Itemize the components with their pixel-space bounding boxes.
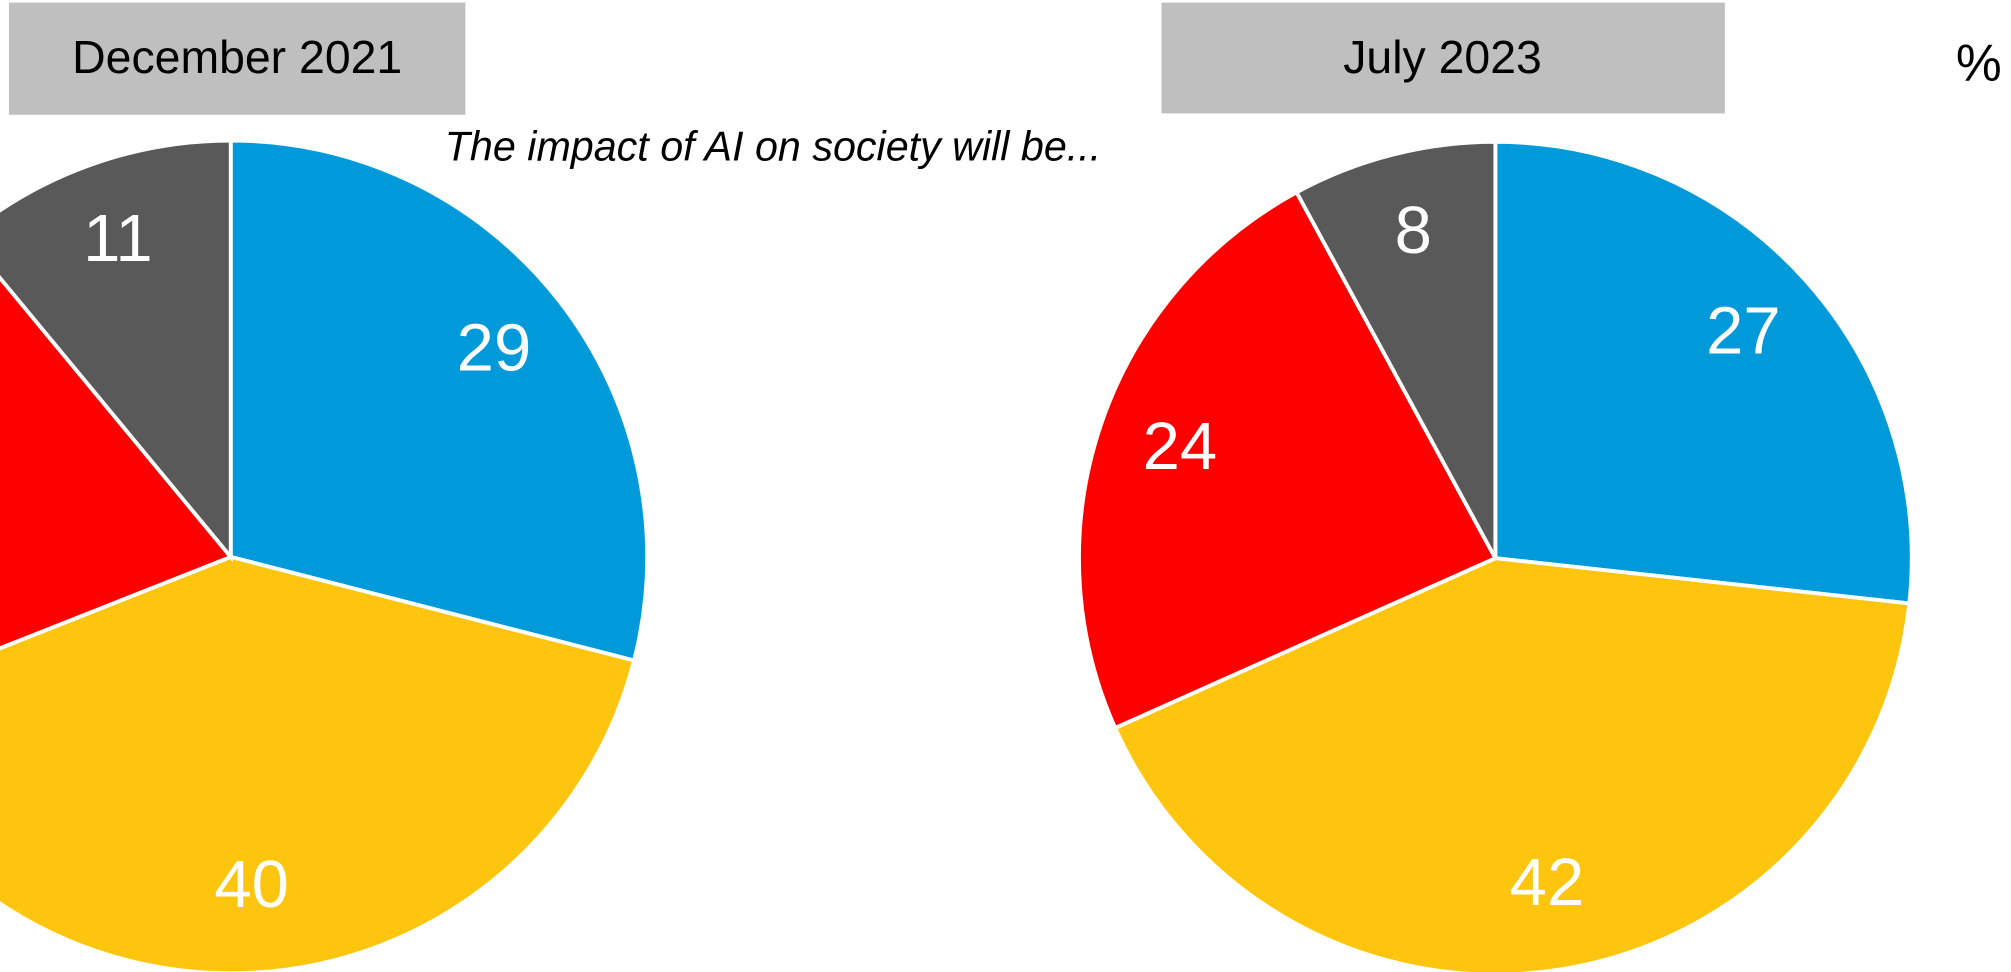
- chart-title: December 2021: [72, 31, 402, 83]
- data-label: 42: [1510, 845, 1585, 920]
- pie-slice: [1077, 189, 1499, 731]
- pie-slice: [0, 274, 234, 651]
- subtitle: The impact of AI on society will be...: [445, 123, 1101, 169]
- data-label: 29: [457, 310, 532, 385]
- pie-slice: [228, 138, 650, 663]
- data-label: 27: [1706, 294, 1781, 369]
- unit-label: %: [1956, 34, 2002, 92]
- data-label: 8: [1395, 193, 1432, 268]
- chart-title: July 2023: [1343, 31, 1542, 83]
- data-label: 24: [1143, 409, 1218, 484]
- pie-slice: [1493, 139, 1914, 606]
- data-label: 11: [83, 201, 153, 276]
- pie-slice: [0, 554, 637, 972]
- title-box: [1161, 2, 1725, 114]
- pie-slice: [1293, 139, 1498, 560]
- pie-slice: [0, 138, 233, 563]
- pie-slice: [1112, 556, 1912, 972]
- title-box: [9, 2, 466, 115]
- data-label: 40: [214, 847, 289, 922]
